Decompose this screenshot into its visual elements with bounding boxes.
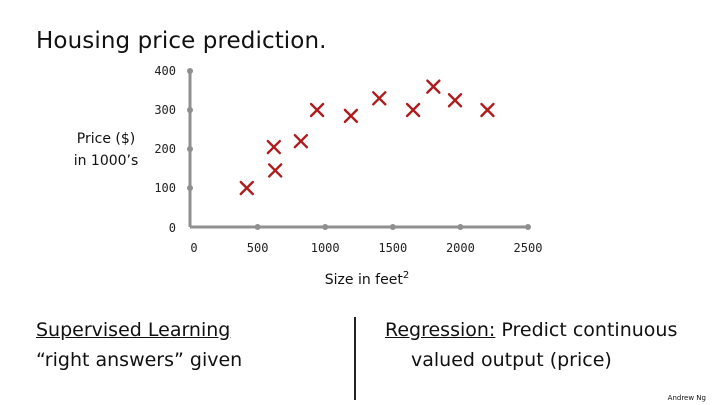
- x-axis-label-superscript: 2: [403, 270, 409, 281]
- x-tick-label: 2500: [514, 241, 543, 255]
- supervised-learning-heading: Supervised Learning: [36, 319, 231, 341]
- x-tick-label: 2000: [446, 241, 475, 255]
- data-point-x-marker: [343, 108, 359, 124]
- regression-description-line-2: valued output (price): [411, 349, 612, 371]
- regression-description: Predict continuous: [495, 319, 678, 341]
- ticks: 0 100 200 300 400 0 500 1000 1500 2000 2500: [154, 64, 542, 255]
- y-tick-label: 0: [169, 221, 176, 235]
- vertical-divider: [354, 317, 356, 400]
- data-point-x-marker: [266, 139, 282, 155]
- y-axis-label-line-2: in 1000’s: [74, 153, 139, 169]
- data-point-x-marker: [405, 102, 421, 118]
- x-tick-mark: [322, 224, 329, 230]
- data-points: [239, 79, 495, 196]
- data-point-x-marker: [447, 93, 463, 108]
- y-tick-mark: [187, 146, 193, 152]
- x-tick-label: 1000: [311, 241, 340, 255]
- y-axis-label: Price ($) in 1000’s: [74, 131, 139, 169]
- data-point-x-marker: [267, 163, 283, 178]
- regression-term: Regression:: [385, 319, 496, 341]
- x-tick-label: 0: [190, 241, 197, 255]
- data-point-x-marker: [480, 102, 495, 118]
- y-tick-mark: [187, 185, 193, 191]
- right-answers-line: “right answers” given: [36, 349, 243, 371]
- x-tick-label: 500: [247, 241, 269, 255]
- y-axis-label-line-1: Price ($): [77, 131, 135, 147]
- x-tick-label: 1500: [378, 241, 407, 255]
- slide-title: Housing price prediction.: [36, 28, 327, 54]
- x-axis-label: Size in feet2: [325, 270, 409, 288]
- supervised-learning-note: Supervised Learning “right answers” give…: [36, 315, 242, 375]
- x-axis-label-text: Size in feet: [325, 272, 404, 288]
- x-tick-mark: [457, 224, 464, 230]
- y-tick-mark: [187, 107, 193, 113]
- data-point-x-marker: [426, 79, 441, 94]
- y-tick-label: 100: [154, 181, 176, 195]
- x-tick-mark: [389, 224, 396, 230]
- x-tick-mark: [525, 224, 531, 230]
- data-point-x-marker: [309, 102, 325, 118]
- regression-note: Regression: Predict continuous valued ou…: [385, 315, 677, 375]
- y-tick-label: 200: [154, 142, 176, 156]
- x-tick-mark: [254, 224, 261, 230]
- scatter-chart: Price ($) in 1000’s 0 100 200 300 400 0 500 100…: [74, 64, 543, 288]
- data-point-x-marker: [239, 180, 254, 196]
- axes: [188, 71, 528, 229]
- author-credit: Andrew Ng: [667, 394, 706, 402]
- y-tick-label: 400: [154, 64, 176, 78]
- data-point-x-marker: [293, 133, 309, 149]
- y-tick-mark: [187, 68, 193, 74]
- y-tick-label: 300: [154, 103, 176, 117]
- data-point-x-marker: [372, 91, 387, 106]
